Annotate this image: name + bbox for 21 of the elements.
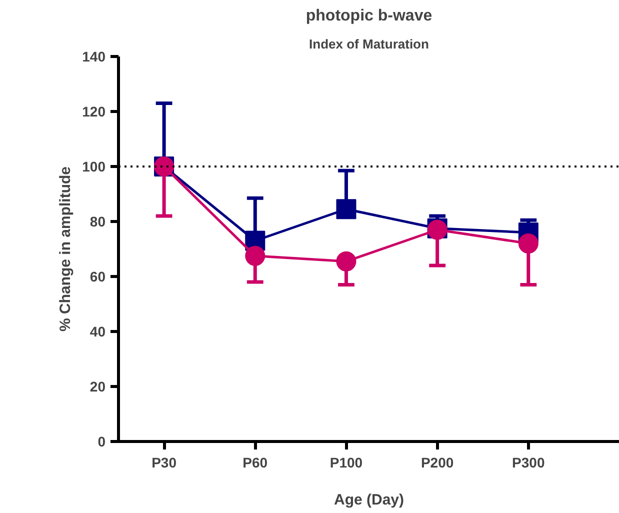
- y-tick-label: 140: [82, 48, 106, 64]
- point: [245, 246, 266, 266]
- point: [518, 234, 538, 254]
- point: [336, 251, 356, 272]
- x-tick-label: P60: [242, 454, 268, 470]
- y-tick-label: 40: [90, 324, 106, 340]
- y-tick-label: 120: [82, 104, 106, 120]
- point: [336, 199, 356, 220]
- chart-subtitle: Index of Maturation: [309, 36, 430, 52]
- x-tick-label: P30: [152, 454, 177, 470]
- chart-title: photopic b-wave: [306, 8, 432, 24]
- y-tick-label: 100: [82, 158, 106, 174]
- y-axis-title: % Change in amplitude: [57, 166, 74, 332]
- y-tick-label: 60: [90, 268, 106, 284]
- x-axis-title: Age (Day): [334, 492, 404, 508]
- x-tick-label: P100: [330, 454, 363, 470]
- y-tick-label: 80: [90, 214, 106, 230]
- x-tick-label: P300: [512, 454, 545, 470]
- x-tick-label: P200: [420, 454, 454, 470]
- y-tick-label: 0: [98, 434, 106, 450]
- y-tick-label: 20: [90, 378, 106, 394]
